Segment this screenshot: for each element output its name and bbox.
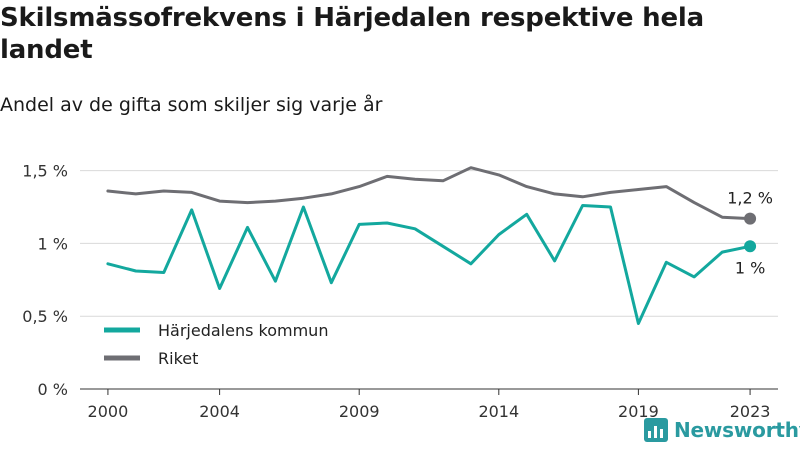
brand-name: Newsworthy	[674, 418, 800, 442]
end-point-riket	[744, 212, 757, 225]
end-label-harjedalen: 1 %	[735, 258, 765, 277]
y-tick-label: 1,5 %	[22, 162, 68, 181]
series-line-harjedalen	[106, 204, 752, 325]
series-line-riket	[106, 166, 752, 221]
x-tick-label: 2000	[88, 402, 129, 421]
brand-logo: Newsworthy	[644, 418, 800, 442]
end-point-harjedalen	[744, 240, 757, 253]
y-tick-label: 0 %	[38, 380, 68, 399]
chart-subtitle: Andel av de gifta som skiljer sig varje …	[0, 94, 383, 116]
y-tick-label: 1 %	[38, 234, 68, 253]
y-tick-label: 0,5 %	[22, 307, 68, 326]
end-label-riket: 1,2 %	[727, 189, 773, 208]
x-tick-label: 2009	[339, 402, 380, 421]
x-tick-label: 2023	[730, 402, 771, 421]
chart-title: Skilsmässofrekvens i Härjedalen respekti…	[0, 3, 704, 65]
legend-label-harjedalen: Härjedalens kommun	[158, 321, 328, 340]
legend-label-riket: Riket	[158, 349, 198, 368]
bar-chart-logo-icon	[644, 418, 668, 442]
x-tick-label: 2004	[199, 402, 240, 421]
x-tick-label: 2014	[478, 402, 519, 421]
x-tick-label: 2019	[618, 402, 659, 421]
